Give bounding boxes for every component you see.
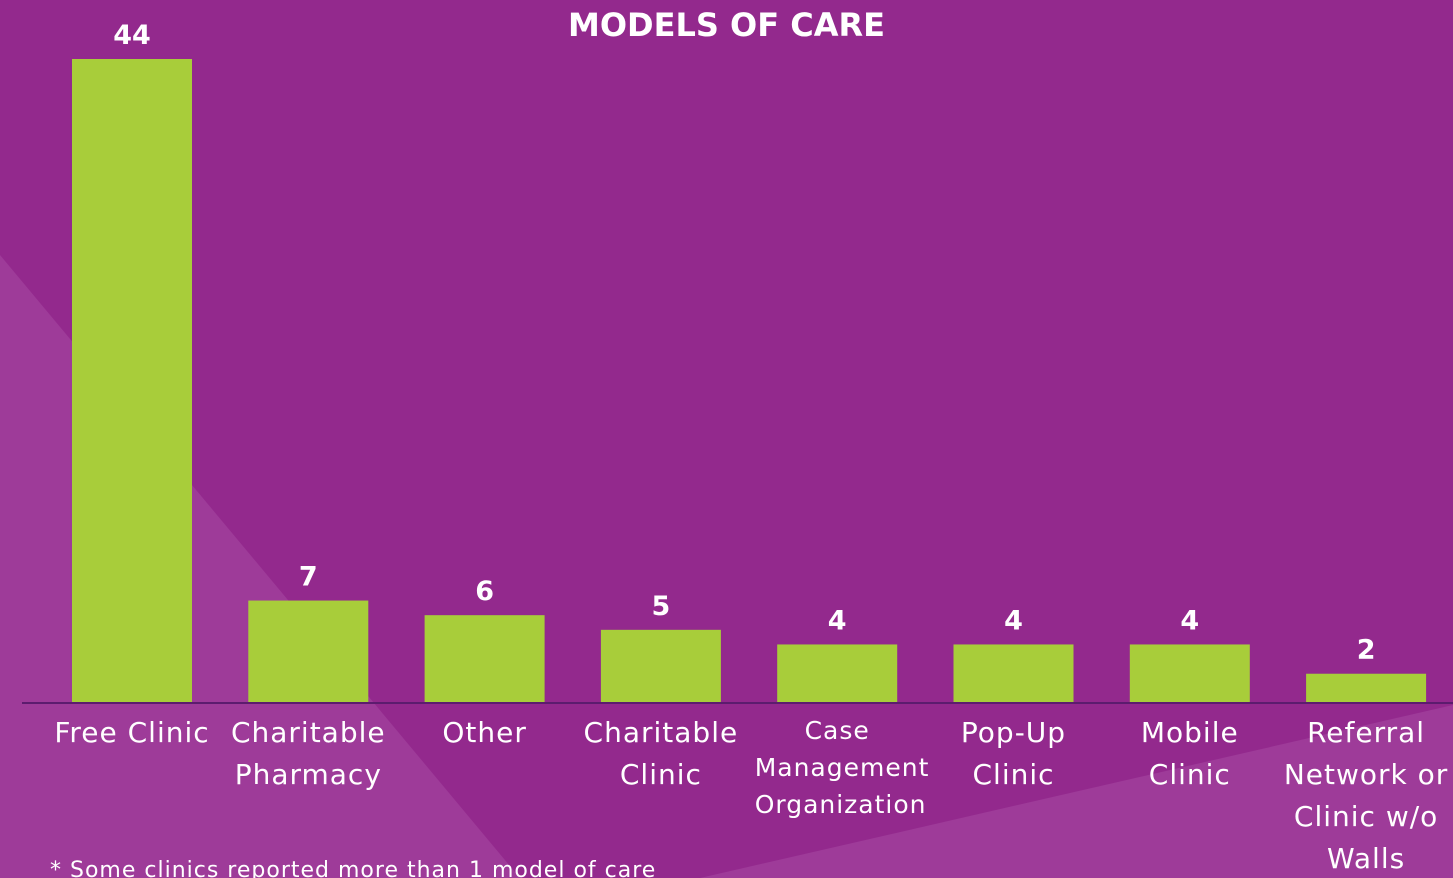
bar xyxy=(424,615,545,703)
value-label: 6 xyxy=(475,576,494,607)
x-tick-label: Pop-Up Clinic xyxy=(960,716,1067,791)
bar xyxy=(72,59,192,703)
footnote: * Some clinics reported more than 1 mode… xyxy=(50,858,657,878)
x-tick-label: Charitable Clinic xyxy=(583,716,739,791)
value-label: 44 xyxy=(113,20,151,51)
x-tick-label: Free Clinic xyxy=(54,716,210,749)
x-tick-label: Charitable Pharmacy xyxy=(230,716,386,791)
value-label: 7 xyxy=(299,562,318,593)
value-label: 4 xyxy=(1180,605,1199,636)
bar xyxy=(1306,673,1427,703)
bar xyxy=(777,644,898,703)
x-tick-label: Mobile Clinic xyxy=(1140,716,1239,791)
bar xyxy=(600,629,721,703)
bar xyxy=(248,600,369,703)
chart-title: MODELS OF CARE xyxy=(568,6,885,44)
x-tick-label: Other xyxy=(442,716,527,749)
x-tick-label: Referral Network or Clinic w/o Walls xyxy=(1283,716,1449,875)
value-label: 4 xyxy=(828,605,847,636)
value-label: 2 xyxy=(1357,635,1376,666)
bar xyxy=(1129,644,1250,703)
value-label: 5 xyxy=(652,591,671,622)
value-label: 4 xyxy=(1004,605,1023,636)
x-tick-label: Case Management Organization xyxy=(754,716,930,819)
bg-shape xyxy=(700,705,1453,878)
bar xyxy=(953,644,1074,703)
